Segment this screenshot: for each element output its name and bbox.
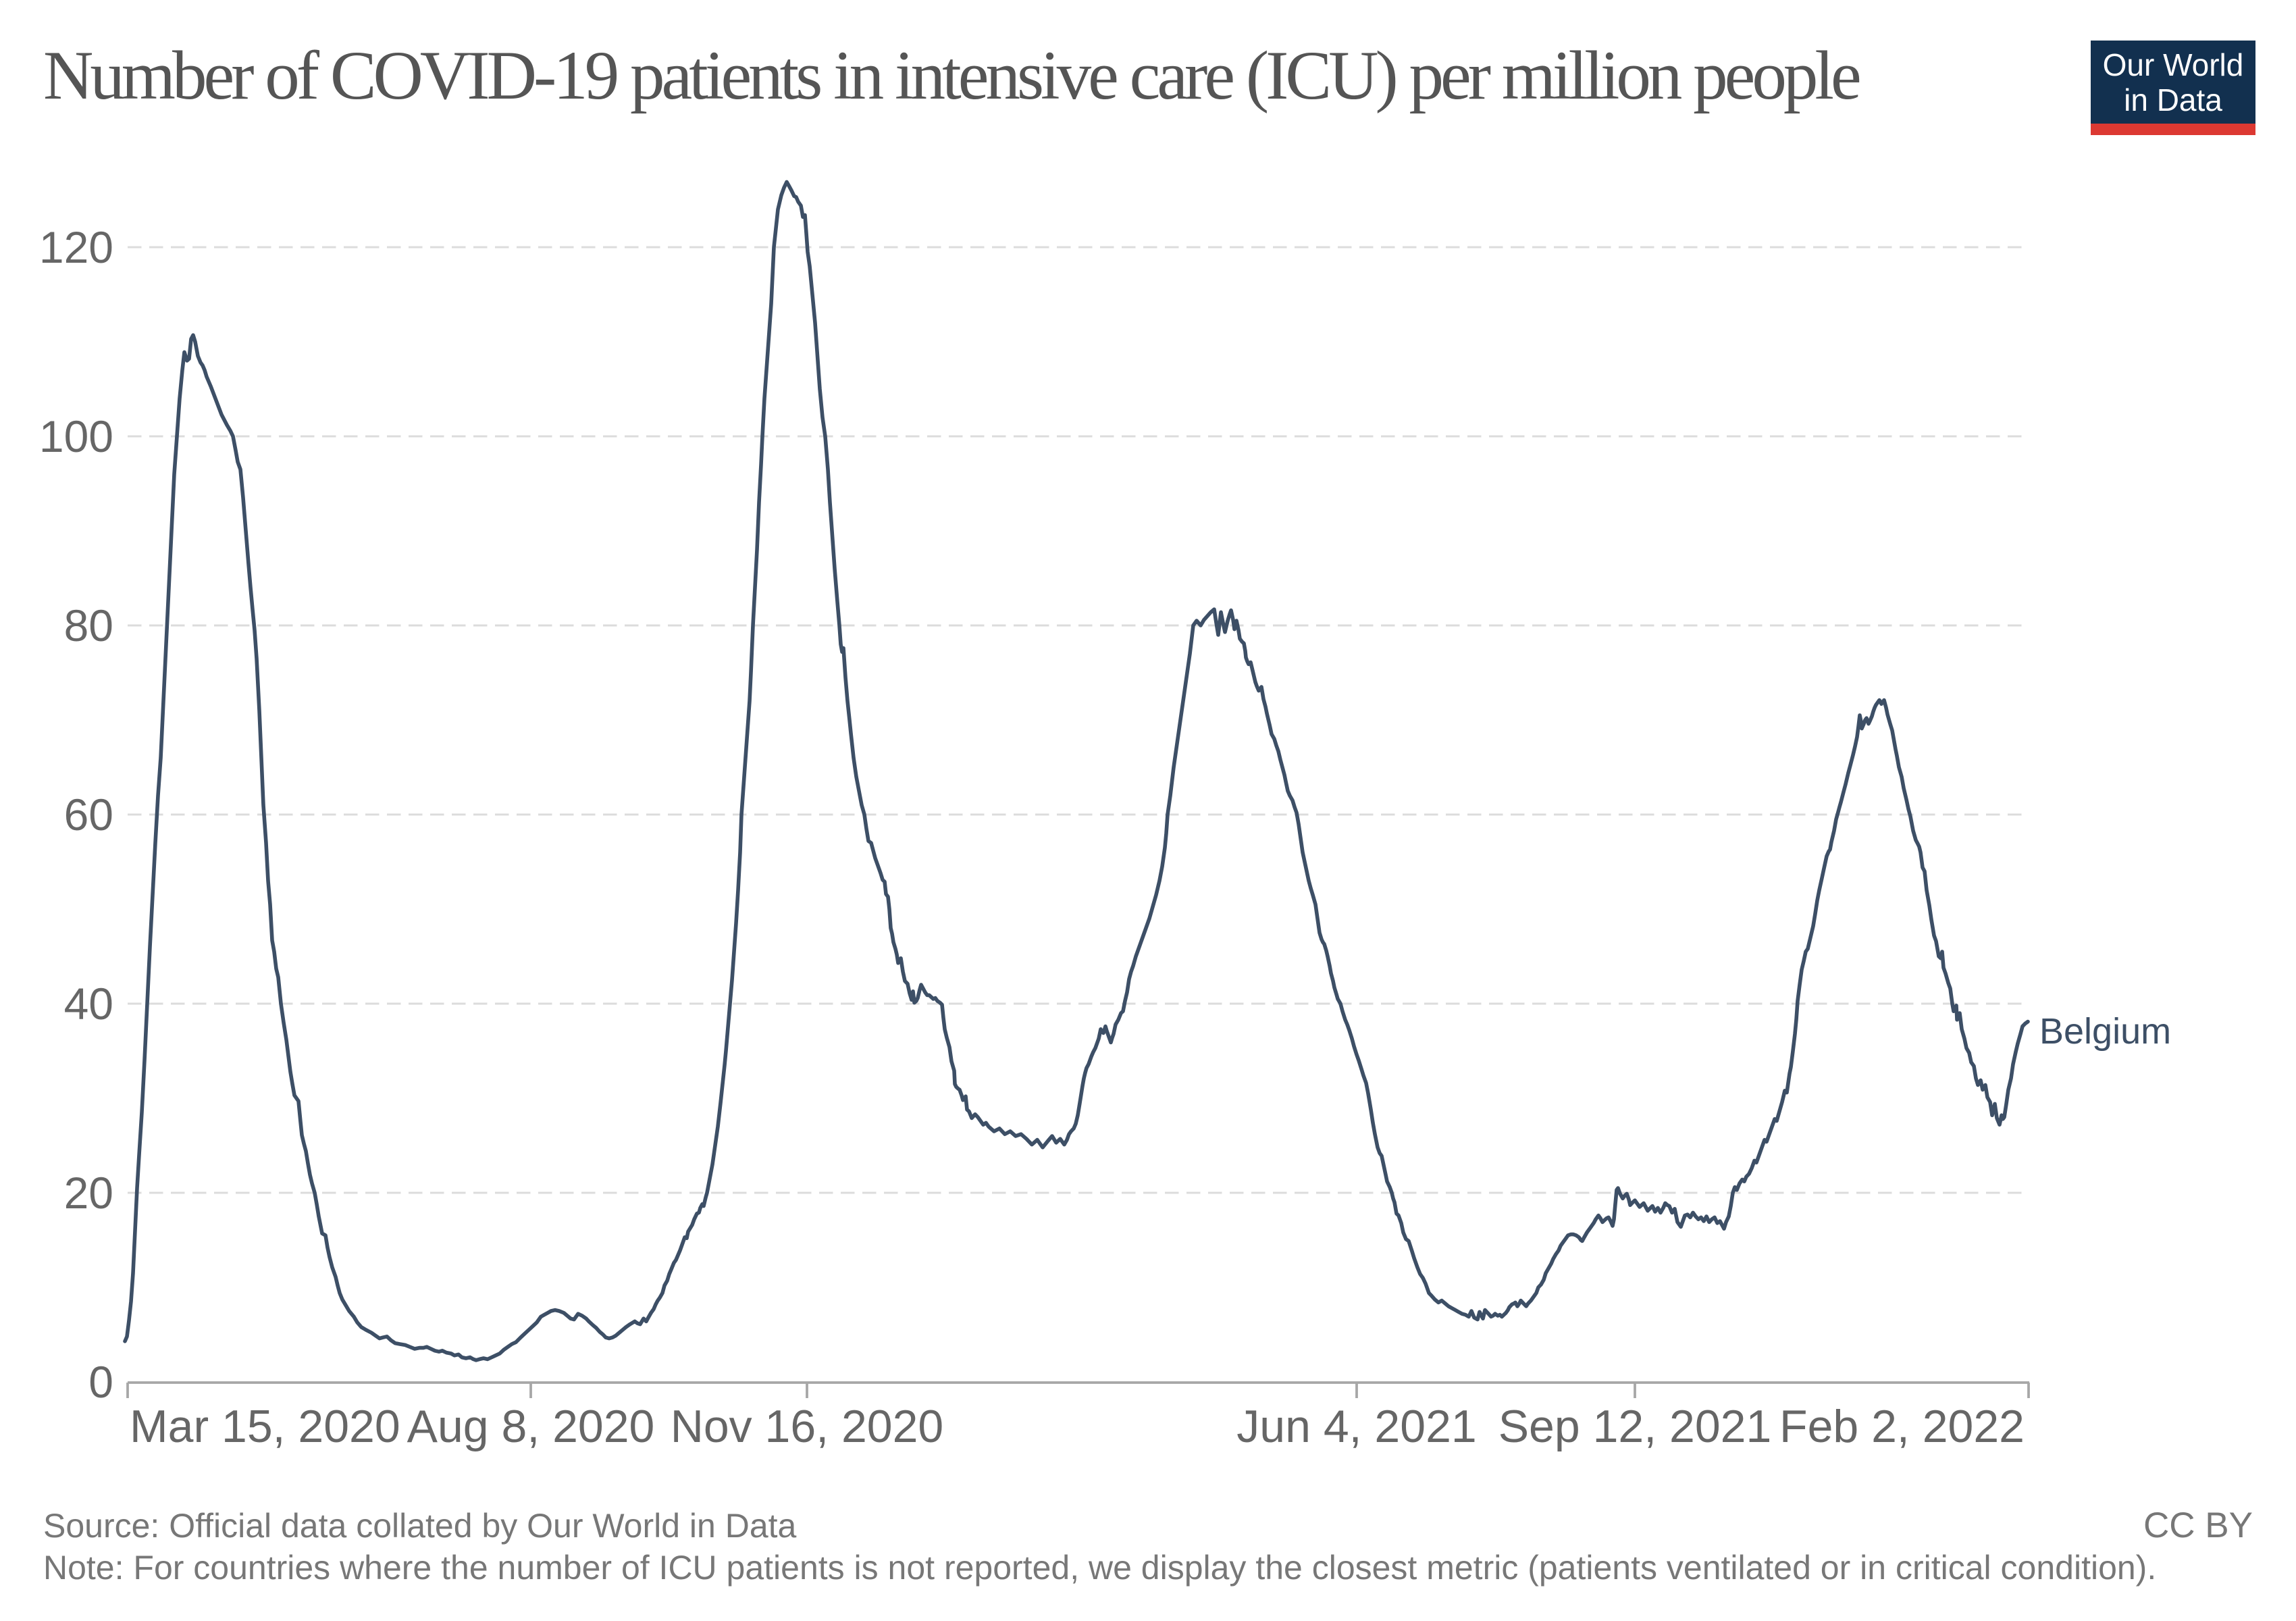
svg-text:Feb 2, 2022: Feb 2, 2022 (1779, 1401, 2025, 1452)
svg-text:120: 120 (39, 222, 113, 272)
svg-text:40: 40 (64, 979, 113, 1029)
svg-text:Sep 12, 2021: Sep 12, 2021 (1498, 1401, 1772, 1452)
svg-text:60: 60 (64, 790, 113, 840)
svg-text:20: 20 (64, 1168, 113, 1218)
svg-text:Source: Official data collated: Source: Official data collated by Our Wo… (43, 1507, 797, 1545)
svg-text:Number of COVID-19 patients in: Number of COVID-19 patients in intensive… (43, 37, 1860, 114)
svg-text:Our World: Our World (2103, 47, 2244, 82)
svg-text:CC BY: CC BY (2143, 1506, 2253, 1545)
svg-text:100: 100 (39, 411, 113, 461)
svg-text:Mar 15, 2020: Mar 15, 2020 (130, 1401, 400, 1452)
svg-text:Note: For countries where the: Note: For countries where the number of … (43, 1549, 2156, 1587)
svg-text:0: 0 (88, 1357, 113, 1407)
svg-text:in Data: in Data (2124, 82, 2222, 118)
svg-text:Jun 4, 2021: Jun 4, 2021 (1236, 1401, 1476, 1452)
svg-text:Belgium: Belgium (2039, 1011, 2171, 1052)
svg-text:80: 80 (64, 600, 113, 650)
svg-text:Nov 16, 2020: Nov 16, 2020 (671, 1401, 944, 1452)
svg-text:Aug 8, 2020: Aug 8, 2020 (407, 1401, 655, 1452)
